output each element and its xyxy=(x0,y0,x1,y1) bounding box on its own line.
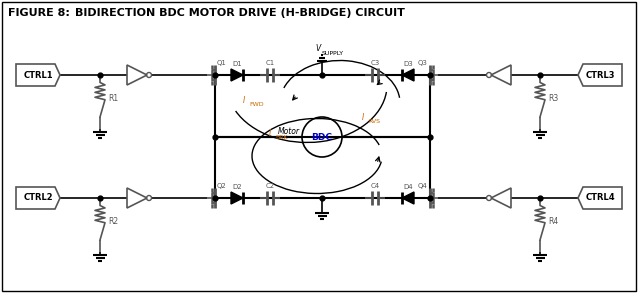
Text: SUPPLY: SUPPLY xyxy=(322,51,344,56)
Text: I: I xyxy=(243,96,245,105)
Polygon shape xyxy=(402,192,414,204)
Text: C4: C4 xyxy=(371,183,380,189)
Text: CTRL2: CTRL2 xyxy=(23,193,53,202)
Text: V: V xyxy=(316,44,321,53)
Text: D4: D4 xyxy=(403,184,413,190)
Text: I: I xyxy=(362,113,364,122)
Text: R2: R2 xyxy=(108,217,118,226)
Polygon shape xyxy=(402,69,414,81)
Text: D3: D3 xyxy=(403,61,413,67)
Text: C1: C1 xyxy=(265,60,274,66)
Text: BDC: BDC xyxy=(311,132,332,142)
Text: C3: C3 xyxy=(371,60,380,66)
Text: CTRL3: CTRL3 xyxy=(585,71,615,79)
Text: CTRL4: CTRL4 xyxy=(585,193,615,202)
Text: R4: R4 xyxy=(548,217,558,226)
Text: D2: D2 xyxy=(232,184,242,190)
Text: Q1: Q1 xyxy=(217,60,227,66)
Text: Q4: Q4 xyxy=(418,183,427,189)
Text: Q3: Q3 xyxy=(418,60,428,66)
Text: R1: R1 xyxy=(108,94,118,103)
Polygon shape xyxy=(231,69,243,81)
Text: C2: C2 xyxy=(265,183,274,189)
Text: BIDIRECTION BDC MOTOR DRIVE (H-BRIDGE) CIRCUIT: BIDIRECTION BDC MOTOR DRIVE (H-BRIDGE) C… xyxy=(75,8,405,18)
Text: FIGURE 8:: FIGURE 8: xyxy=(8,8,70,18)
Text: I: I xyxy=(269,129,271,138)
Text: CTRL1: CTRL1 xyxy=(23,71,53,79)
Text: R3: R3 xyxy=(548,94,558,103)
Text: Motor: Motor xyxy=(278,127,300,135)
Text: RVS: RVS xyxy=(368,119,380,124)
Text: Q2: Q2 xyxy=(217,183,226,189)
Text: D1: D1 xyxy=(232,61,242,67)
Polygon shape xyxy=(231,192,243,204)
Text: BRK: BRK xyxy=(275,135,288,140)
Text: FWD: FWD xyxy=(249,102,263,107)
